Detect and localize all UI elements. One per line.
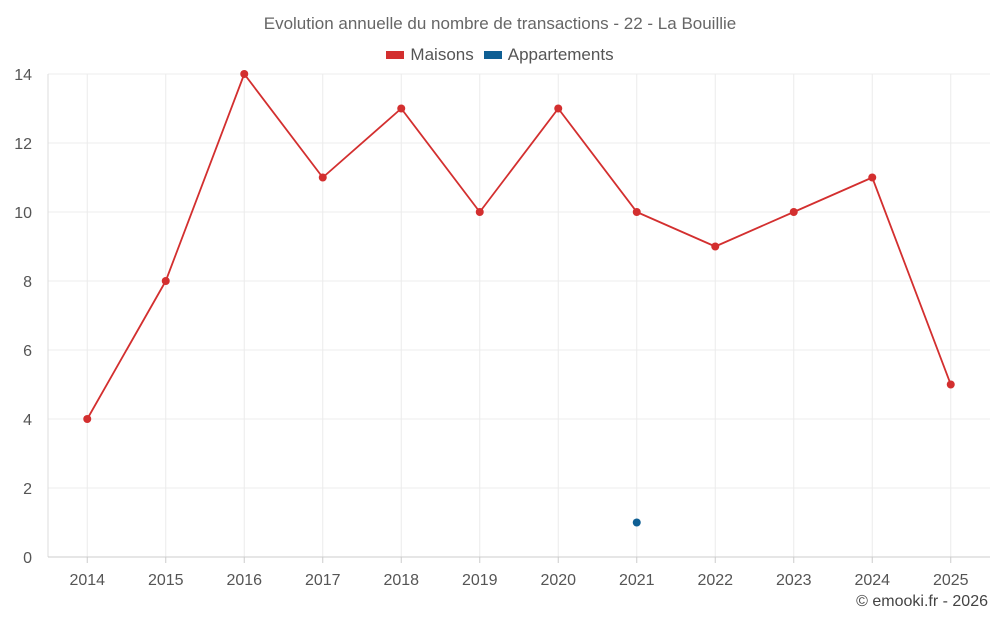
data-point-appartements-2021 (632, 518, 641, 527)
data-point-maisons-2025 (946, 380, 955, 389)
data-point-maisons-2015 (161, 277, 170, 285)
legend-item-maisons[interactable]: Maisons (386, 45, 474, 65)
x-tick-label: 2021 (619, 572, 655, 589)
data-point-maisons-2018 (397, 104, 406, 113)
data-point-maisons-2024 (868, 173, 877, 182)
chart-legend: Maisons Appartements (0, 45, 1000, 65)
data-point-maisons-2021 (632, 208, 641, 216)
y-tick-label: 12 (14, 136, 32, 153)
data-point-maisons-2019 (475, 208, 484, 216)
legend-label-maisons: Maisons (410, 45, 474, 64)
legend-label-appartements: Appartements (507, 45, 614, 64)
data-point-maisons-2023 (789, 208, 798, 216)
x-tick-label: 2022 (697, 572, 733, 589)
x-tick-label: 2025 (933, 572, 969, 589)
x-tick-label: 2016 (226, 572, 262, 589)
y-tick-label: 0 (23, 550, 32, 567)
x-tick-label: 2017 (305, 572, 341, 589)
y-tick-label: 4 (23, 412, 32, 429)
data-point-maisons-2016 (240, 70, 249, 78)
data-point-maisons-2014 (83, 415, 92, 423)
x-tick-label: 2023 (776, 572, 812, 589)
y-tick-label: 8 (23, 274, 32, 291)
x-tick-label: 2015 (148, 572, 184, 589)
x-tick-label: 2024 (854, 572, 890, 589)
y-tick-label: 6 (23, 343, 32, 360)
data-point-maisons-2020 (554, 104, 563, 113)
x-tick-label: 2019 (462, 572, 498, 589)
chart-title: Evolution annuelle du nombre de transact… (263, 14, 737, 33)
legend-swatch-maisons (386, 51, 405, 59)
x-tick-label: 2014 (69, 572, 105, 589)
legend-item-appartements[interactable]: Appartements (483, 45, 614, 65)
x-tick-label: 2020 (540, 572, 576, 589)
credit-text: © emooki.fr - 2026 (856, 593, 988, 610)
y-tick-label: 2 (23, 481, 32, 498)
data-point-maisons-2022 (711, 242, 720, 251)
y-tick-label: 14 (14, 67, 32, 84)
data-point-maisons-2017 (318, 173, 327, 182)
y-tick-label: 10 (14, 205, 32, 222)
legend-swatch-appartements (483, 51, 502, 59)
series-line-maisons (86, 73, 952, 420)
x-tick-label: 2018 (383, 572, 419, 589)
